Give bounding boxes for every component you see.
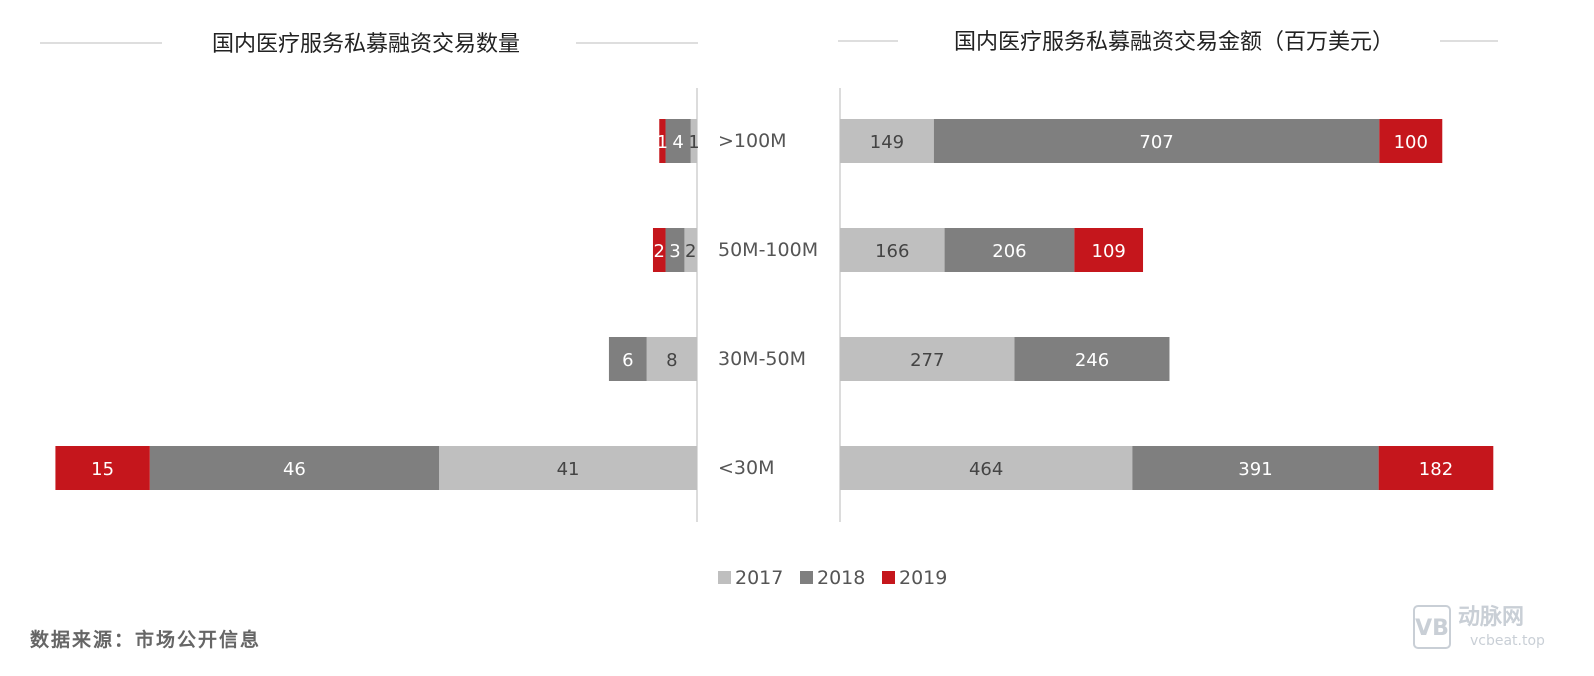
bar-amount-100m-2017 [840,119,934,163]
bar-count-100m-2017 [690,119,697,163]
label-count-100m-2017: 1 [688,132,699,153]
legend-label-2018: 2018 [817,567,865,589]
label-count-30m-2017: 41 [557,459,580,480]
label-amount-30m-50m-2017: 277 [910,350,944,371]
bar-amount-30m-2019 [1378,446,1494,490]
bar-count-30m-2017 [439,446,697,490]
bar-amount-30m-2018 [1132,446,1379,490]
bar-count-30m-2019 [55,446,150,490]
label-count-30m-50m-2018: 6 [622,350,633,371]
watermark-logo-box [1413,605,1451,649]
bar-amount-30m-50m-2017 [840,337,1015,381]
category-label-50m-100m: 50M-100M [718,239,818,261]
label-amount-50m-100m-2019: 109 [1092,241,1126,262]
category-labels: >100M 50M-100M 30M-50M <30M [718,130,818,479]
source-note: 数据来源：市场公开信息 [30,628,261,651]
label-amount-30m-2018: 391 [1238,459,1272,480]
bar-amount-30m-2017 [840,446,1133,490]
label-count-50m-100m-2017: 2 [685,241,696,262]
bar-count-30m-50m-2018 [608,337,647,381]
bar-count-50m-100m-2019 [652,228,666,272]
label-amount-100m-2017: 149 [870,132,904,153]
bar-amount-100m-2018 [933,119,1380,163]
label-count-30m-50m-2017: 8 [666,350,677,371]
right-bars: 149 707 100 166 206 109 277 246 464 391 182 [840,119,1494,490]
bar-count-30m-50m-2017 [646,337,697,381]
label-count-30m-2019: 15 [91,459,114,480]
label-amount-100m-2019: 100 [1394,132,1428,153]
legend: 2017 2018 2019 [718,567,947,589]
legend-swatch-2019 [882,571,895,584]
category-label-100m: >100M [718,130,787,152]
watermark: VB 动脉网 vcbeat.top [1413,605,1545,649]
bar-amount-50m-100m-2017 [840,228,945,272]
label-count-50m-100m-2018: 3 [669,241,680,262]
bar-amount-50m-100m-2019 [1074,228,1144,272]
category-label-30m-50m: 30M-50M [718,348,806,370]
bar-amount-30m-50m-2018 [1014,337,1170,381]
category-label-30m: <30M [718,457,775,479]
label-amount-100m-2018: 707 [1139,132,1173,153]
legend-label-2019: 2019 [899,567,947,589]
legend-swatch-2018 [800,571,813,584]
label-amount-30m-2017: 464 [969,459,1003,480]
bar-count-100m-2018 [665,119,691,163]
bar-count-100m-2019 [659,119,666,163]
bar-amount-50m-100m-2018 [944,228,1075,272]
label-count-50m-100m-2019: 2 [654,241,665,262]
label-amount-30m-2019: 182 [1419,459,1453,480]
label-count-100m-2018: 4 [672,132,683,153]
right-chart-title: 国内医疗服务私募融资交易金额（百万美元） [954,30,1394,55]
label-count-100m-2019: 1 [657,132,668,153]
watermark-url: vcbeat.top [1470,633,1545,649]
watermark-brand: 动脉网 [1458,605,1524,630]
left-chart-title: 国内医疗服务私募融资交易数量 [212,32,520,57]
bar-amount-100m-2019 [1379,119,1443,163]
label-amount-30m-50m-2018: 246 [1075,350,1109,371]
legend-swatch-2017 [718,571,731,584]
label-amount-50m-100m-2018: 206 [992,241,1026,262]
bar-count-30m-2018 [149,446,440,490]
legend-label-2017: 2017 [735,567,783,589]
label-amount-50m-100m-2017: 166 [875,241,909,262]
watermark-logo-icon: VB [1415,616,1449,641]
bar-count-50m-100m-2017 [684,228,697,272]
bar-count-50m-100m-2018 [665,228,685,272]
label-count-30m-2018: 46 [283,459,306,480]
